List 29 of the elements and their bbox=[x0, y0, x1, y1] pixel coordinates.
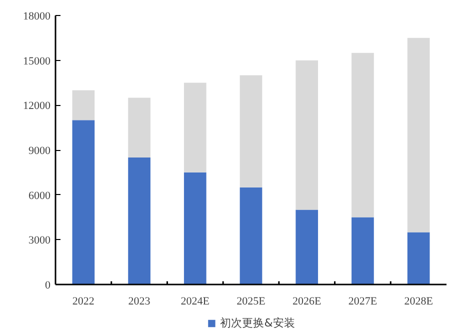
bar bbox=[296, 60, 318, 210]
bar bbox=[296, 210, 318, 284]
bar bbox=[407, 38, 430, 232]
bar bbox=[240, 187, 262, 284]
y-tick-label: 18000 bbox=[23, 10, 51, 22]
bar bbox=[352, 52, 374, 218]
x-tick-label: 2025E bbox=[236, 296, 266, 308]
y-tick-label: 0 bbox=[45, 280, 51, 292]
x-tick-label: 2028E bbox=[404, 296, 434, 308]
y-tick-label: 12000 bbox=[23, 100, 51, 112]
bar bbox=[407, 232, 430, 284]
x-tick-label: 2027E bbox=[348, 296, 378, 308]
bar bbox=[184, 172, 206, 284]
bar bbox=[72, 120, 95, 284]
bar bbox=[128, 98, 150, 158]
bar bbox=[128, 157, 150, 284]
bar bbox=[72, 90, 95, 120]
x-tick-label: 2024E bbox=[180, 296, 210, 308]
x-tick-label: 2023 bbox=[128, 296, 151, 308]
bar bbox=[184, 82, 206, 172]
bar bbox=[352, 217, 374, 284]
y-tick-label: 3000 bbox=[28, 234, 51, 247]
bar bbox=[240, 75, 262, 188]
x-tick-label: 2022 bbox=[72, 296, 94, 308]
y-tick-label: 6000 bbox=[28, 190, 51, 202]
y-tick-label: 15000 bbox=[23, 55, 51, 68]
legend-label: 初次更换&安装 bbox=[220, 316, 295, 330]
y-tick-label: 9000 bbox=[28, 145, 51, 157]
x-tick-label: 2026E bbox=[292, 296, 322, 308]
